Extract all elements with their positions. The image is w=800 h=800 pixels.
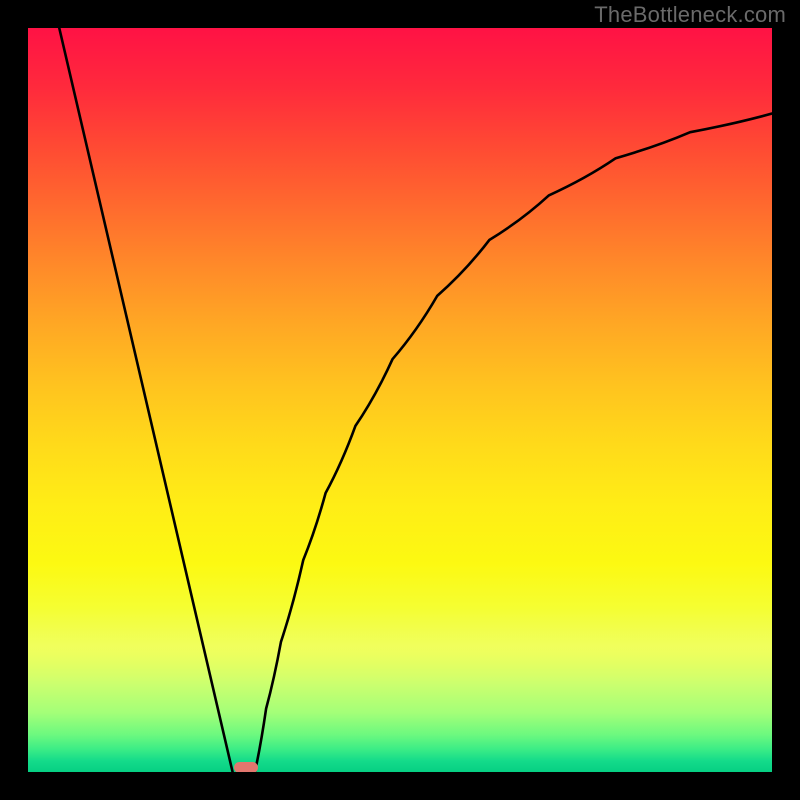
bottleneck-curve: [28, 28, 772, 772]
plot-area: [28, 28, 772, 772]
watermark-text: TheBottleneck.com: [594, 2, 786, 28]
cusp-marker: [234, 762, 258, 772]
